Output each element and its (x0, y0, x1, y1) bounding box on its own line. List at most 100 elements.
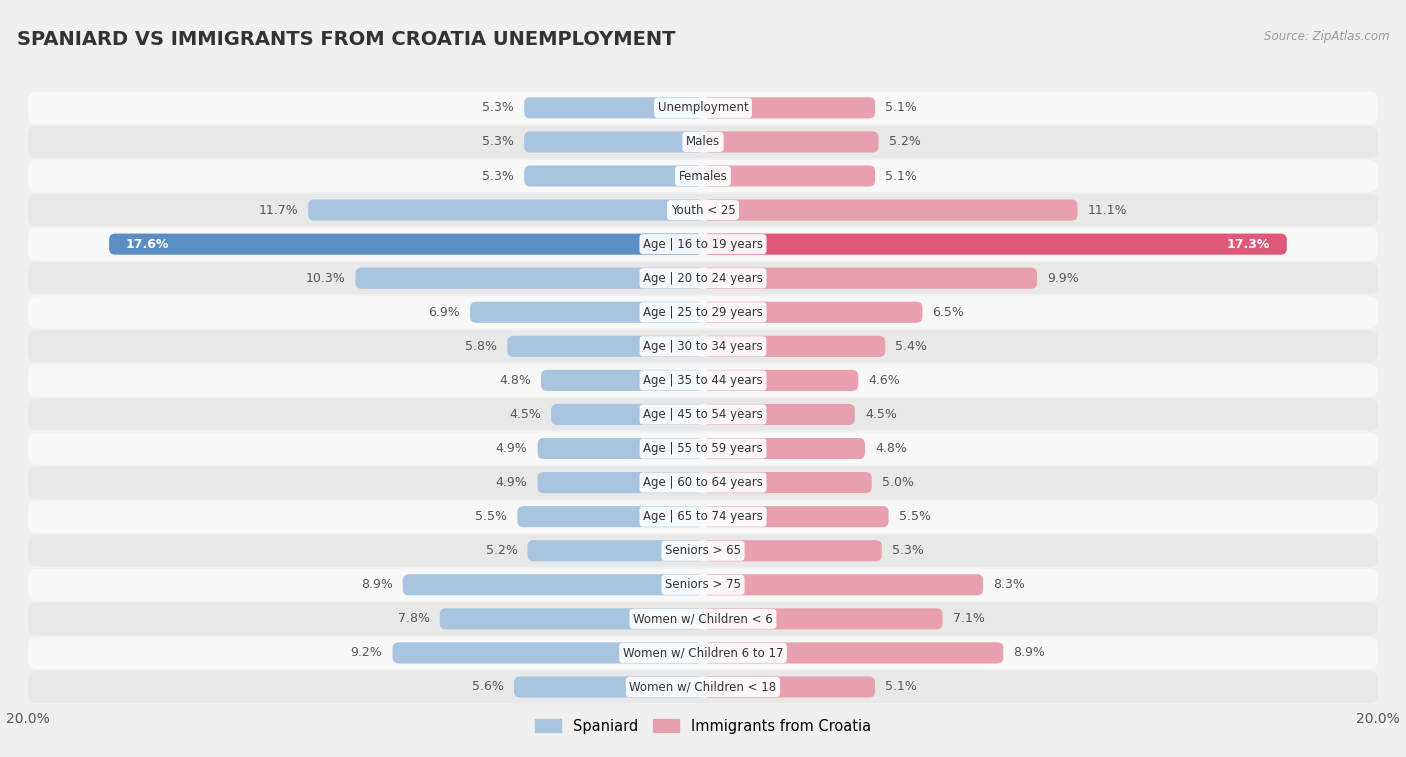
Text: 5.2%: 5.2% (889, 136, 921, 148)
FancyBboxPatch shape (524, 166, 703, 186)
FancyBboxPatch shape (703, 336, 886, 357)
Text: 5.5%: 5.5% (898, 510, 931, 523)
Text: 4.5%: 4.5% (865, 408, 897, 421)
Text: Seniors > 75: Seniors > 75 (665, 578, 741, 591)
FancyBboxPatch shape (28, 228, 1378, 260)
Text: SPANIARD VS IMMIGRANTS FROM CROATIA UNEMPLOYMENT: SPANIARD VS IMMIGRANTS FROM CROATIA UNEM… (17, 30, 675, 49)
FancyBboxPatch shape (524, 98, 703, 118)
Text: 5.3%: 5.3% (482, 101, 515, 114)
Text: 17.3%: 17.3% (1226, 238, 1270, 251)
FancyBboxPatch shape (703, 438, 865, 459)
Text: 4.8%: 4.8% (875, 442, 907, 455)
FancyBboxPatch shape (703, 609, 942, 629)
Text: 4.8%: 4.8% (499, 374, 531, 387)
FancyBboxPatch shape (28, 262, 1378, 294)
Text: 6.5%: 6.5% (932, 306, 965, 319)
FancyBboxPatch shape (551, 404, 703, 425)
FancyBboxPatch shape (402, 575, 703, 595)
FancyBboxPatch shape (28, 637, 1378, 669)
Text: Women w/ Children 6 to 17: Women w/ Children 6 to 17 (623, 646, 783, 659)
FancyBboxPatch shape (517, 506, 703, 527)
Legend: Spaniard, Immigrants from Croatia: Spaniard, Immigrants from Croatia (529, 713, 877, 740)
Text: 5.3%: 5.3% (891, 544, 924, 557)
Text: Youth < 25: Youth < 25 (671, 204, 735, 217)
FancyBboxPatch shape (703, 540, 882, 561)
Text: 8.9%: 8.9% (361, 578, 392, 591)
FancyBboxPatch shape (537, 438, 703, 459)
Text: Unemployment: Unemployment (658, 101, 748, 114)
Text: Females: Females (679, 170, 727, 182)
FancyBboxPatch shape (28, 296, 1378, 329)
Text: 8.9%: 8.9% (1014, 646, 1045, 659)
Text: Age | 65 to 74 years: Age | 65 to 74 years (643, 510, 763, 523)
Text: Age | 55 to 59 years: Age | 55 to 59 years (643, 442, 763, 455)
FancyBboxPatch shape (703, 200, 1077, 220)
FancyBboxPatch shape (28, 194, 1378, 226)
FancyBboxPatch shape (508, 336, 703, 357)
Text: Age | 16 to 19 years: Age | 16 to 19 years (643, 238, 763, 251)
FancyBboxPatch shape (28, 160, 1378, 192)
FancyBboxPatch shape (541, 370, 703, 391)
FancyBboxPatch shape (28, 569, 1378, 601)
Text: Women w/ Children < 6: Women w/ Children < 6 (633, 612, 773, 625)
Text: 10.3%: 10.3% (305, 272, 346, 285)
FancyBboxPatch shape (703, 506, 889, 527)
Text: 5.1%: 5.1% (886, 101, 917, 114)
FancyBboxPatch shape (703, 268, 1038, 288)
Text: 5.2%: 5.2% (485, 544, 517, 557)
FancyBboxPatch shape (703, 166, 875, 186)
FancyBboxPatch shape (28, 330, 1378, 363)
Text: 4.9%: 4.9% (496, 442, 527, 455)
Text: 9.9%: 9.9% (1047, 272, 1078, 285)
Text: Age | 60 to 64 years: Age | 60 to 64 years (643, 476, 763, 489)
Text: 11.1%: 11.1% (1088, 204, 1128, 217)
FancyBboxPatch shape (28, 398, 1378, 431)
Text: 5.8%: 5.8% (465, 340, 498, 353)
Text: Age | 35 to 44 years: Age | 35 to 44 years (643, 374, 763, 387)
FancyBboxPatch shape (470, 302, 703, 322)
FancyBboxPatch shape (308, 200, 703, 220)
Text: Males: Males (686, 136, 720, 148)
Text: 7.8%: 7.8% (398, 612, 430, 625)
Text: 4.6%: 4.6% (869, 374, 900, 387)
Text: Women w/ Children < 18: Women w/ Children < 18 (630, 681, 776, 693)
Text: 4.9%: 4.9% (496, 476, 527, 489)
FancyBboxPatch shape (703, 677, 875, 697)
Text: 5.3%: 5.3% (482, 136, 515, 148)
FancyBboxPatch shape (28, 603, 1378, 635)
Text: Age | 30 to 34 years: Age | 30 to 34 years (643, 340, 763, 353)
Text: Age | 20 to 24 years: Age | 20 to 24 years (643, 272, 763, 285)
Text: Age | 45 to 54 years: Age | 45 to 54 years (643, 408, 763, 421)
FancyBboxPatch shape (527, 540, 703, 561)
Text: 5.3%: 5.3% (482, 170, 515, 182)
Text: 5.0%: 5.0% (882, 476, 914, 489)
Text: 5.4%: 5.4% (896, 340, 927, 353)
Text: Age | 25 to 29 years: Age | 25 to 29 years (643, 306, 763, 319)
Text: 4.5%: 4.5% (509, 408, 541, 421)
Text: 5.1%: 5.1% (886, 170, 917, 182)
Text: 6.9%: 6.9% (429, 306, 460, 319)
FancyBboxPatch shape (356, 268, 703, 288)
Text: 17.6%: 17.6% (127, 238, 169, 251)
FancyBboxPatch shape (110, 234, 703, 254)
FancyBboxPatch shape (537, 472, 703, 493)
FancyBboxPatch shape (28, 534, 1378, 567)
FancyBboxPatch shape (703, 234, 1286, 254)
Text: 9.2%: 9.2% (350, 646, 382, 659)
FancyBboxPatch shape (703, 472, 872, 493)
FancyBboxPatch shape (515, 677, 703, 697)
FancyBboxPatch shape (703, 575, 983, 595)
Text: 7.1%: 7.1% (953, 612, 984, 625)
Text: Source: ZipAtlas.com: Source: ZipAtlas.com (1264, 30, 1389, 43)
FancyBboxPatch shape (703, 132, 879, 152)
FancyBboxPatch shape (440, 609, 703, 629)
FancyBboxPatch shape (703, 643, 1004, 663)
FancyBboxPatch shape (703, 404, 855, 425)
FancyBboxPatch shape (28, 671, 1378, 703)
Text: 5.5%: 5.5% (475, 510, 508, 523)
FancyBboxPatch shape (28, 126, 1378, 158)
FancyBboxPatch shape (28, 432, 1378, 465)
Text: 8.3%: 8.3% (993, 578, 1025, 591)
Text: Seniors > 65: Seniors > 65 (665, 544, 741, 557)
FancyBboxPatch shape (28, 364, 1378, 397)
